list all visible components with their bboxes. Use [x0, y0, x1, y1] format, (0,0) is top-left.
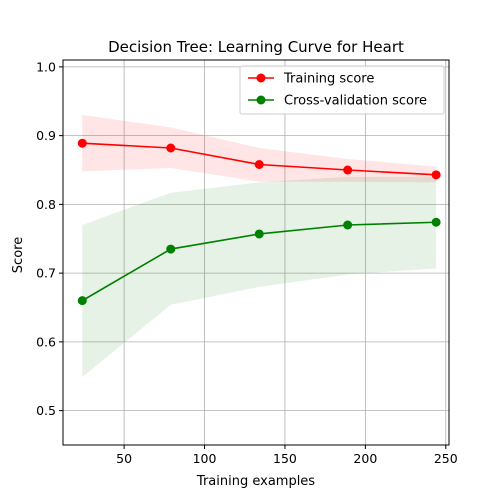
y-tick-label: 0.8: [36, 197, 56, 212]
chart-title: Decision Tree: Learning Curve for Heart: [108, 38, 404, 56]
x-tick-label: 200: [353, 451, 377, 466]
data-point: [166, 143, 176, 153]
y-tick-label: 0.7: [36, 266, 56, 281]
plot-frame: [62, 59, 450, 446]
legend-label-0: Training score: [283, 72, 374, 87]
series-points: [77, 138, 441, 306]
y-tick-label: 0.5: [36, 403, 56, 418]
x-tick-label: 250: [434, 451, 458, 466]
data-point: [431, 217, 441, 227]
y-axis-label: Score: [11, 237, 26, 273]
x-axis-ticks: 50 100 150 200 250: [116, 445, 458, 466]
x-tick-label: 50: [116, 451, 132, 466]
y-tick-label: 1.0: [36, 59, 56, 74]
y-tick-label: 0.9: [36, 128, 56, 143]
x-axis-label: Training examples: [196, 474, 315, 489]
data-point: [343, 220, 353, 230]
data-point: [166, 244, 176, 254]
data-point: [77, 296, 87, 306]
legend: Training score Cross-validation score: [239, 65, 445, 115]
legend-marker-1: [256, 95, 266, 105]
legend-box: [239, 65, 445, 115]
legend-marker-0: [256, 73, 266, 83]
data-point: [431, 170, 441, 180]
x-tick-label: 150: [273, 451, 297, 466]
y-axis-ticks: 0.5 0.6 0.7 0.8 0.9 1.0: [36, 59, 63, 418]
data-point: [343, 165, 353, 175]
y-tick-label: 0.6: [36, 334, 56, 349]
legend-label-1: Cross-validation score: [284, 94, 427, 109]
data-point: [254, 229, 264, 239]
data-point: [77, 138, 87, 148]
x-tick-label: 100: [193, 451, 217, 466]
data-point: [254, 160, 264, 169]
